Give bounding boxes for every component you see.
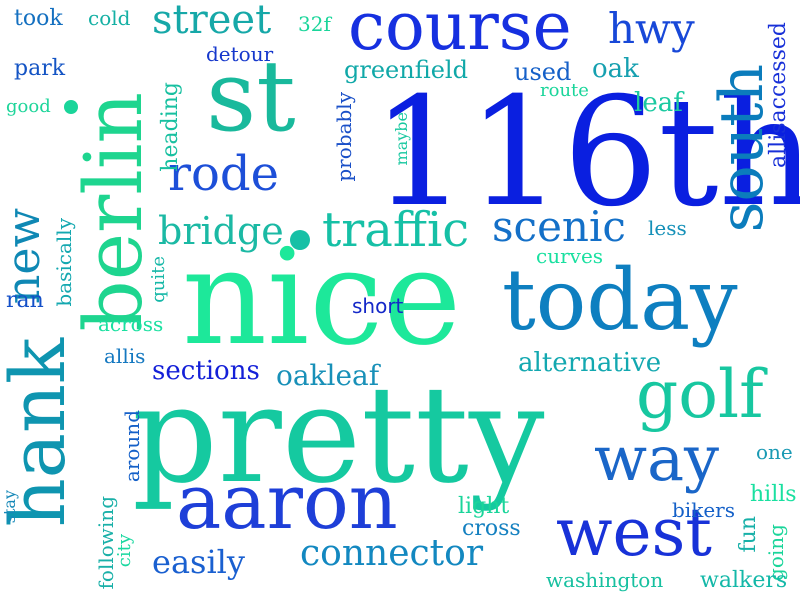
word-easily: easily (152, 543, 245, 581)
word-oak: oak (592, 54, 639, 84)
word-way: way (594, 422, 720, 495)
word-alternative: alternative (518, 348, 662, 378)
dot-1 (64, 100, 78, 114)
word-probably: probably (332, 92, 356, 182)
word-cold: cold (88, 6, 131, 30)
word-good: good (6, 96, 51, 117)
word-sections: sections (152, 356, 260, 386)
word-quite: quite (148, 256, 169, 303)
word-connector: connector (300, 533, 484, 574)
word-116th: 116th (372, 66, 800, 240)
word-one: one (756, 440, 793, 464)
word-allisaccessed: allisaccessed (766, 22, 791, 168)
word-cross: cross (462, 516, 521, 541)
word-ran: ran (6, 288, 44, 313)
word-golf: golf (636, 356, 764, 433)
word-city: city (114, 534, 135, 568)
word-park: park (14, 56, 66, 81)
word-nice: nice (182, 221, 462, 375)
word-bridge: bridge (158, 209, 284, 253)
word-took: took (14, 6, 63, 31)
word-berlin: berlin (67, 92, 160, 332)
word-short: short (352, 294, 404, 318)
word-today: today (502, 251, 738, 349)
word-hills: hills (750, 482, 797, 507)
word-allis: allis (104, 344, 146, 368)
word-fun: fun (736, 516, 761, 553)
word-washington: washington (546, 568, 664, 592)
word-stay: stay (0, 490, 19, 524)
word-hwy: hwy (608, 4, 695, 53)
word-course: course (348, 0, 572, 65)
word-route: route (540, 80, 589, 101)
word-used: used (514, 58, 572, 86)
word-walkers: walkers (700, 568, 788, 593)
word-street: street (152, 0, 272, 43)
word-aaron: aaron (176, 457, 398, 546)
word-st: st (206, 40, 296, 154)
word-south: south (707, 64, 777, 233)
dot-2 (290, 230, 310, 250)
word-light: light (458, 494, 510, 519)
word-around: around (120, 410, 144, 483)
word-detour: detour (206, 42, 274, 66)
word-pretty: pretty (132, 357, 545, 513)
word-bikers: bikers (672, 498, 735, 522)
word-following: following (94, 496, 118, 590)
word-32f: 32f (298, 12, 331, 36)
word-leaf: leaf (634, 88, 683, 118)
word-curves: curves (536, 244, 604, 268)
word-oakleaf: oakleaf (276, 359, 380, 392)
word-basically: basically (52, 218, 76, 307)
word-across: across (98, 312, 164, 336)
word-traffic: traffic (322, 202, 470, 258)
word-scenic: scenic (492, 202, 626, 251)
word-less: less (648, 216, 687, 240)
word-west: west (556, 494, 712, 571)
word-maybe: maybe (392, 112, 411, 166)
word-greenfield: greenfield (344, 56, 468, 84)
word-rode: rode (168, 146, 279, 202)
word-heading: heading (158, 82, 183, 172)
